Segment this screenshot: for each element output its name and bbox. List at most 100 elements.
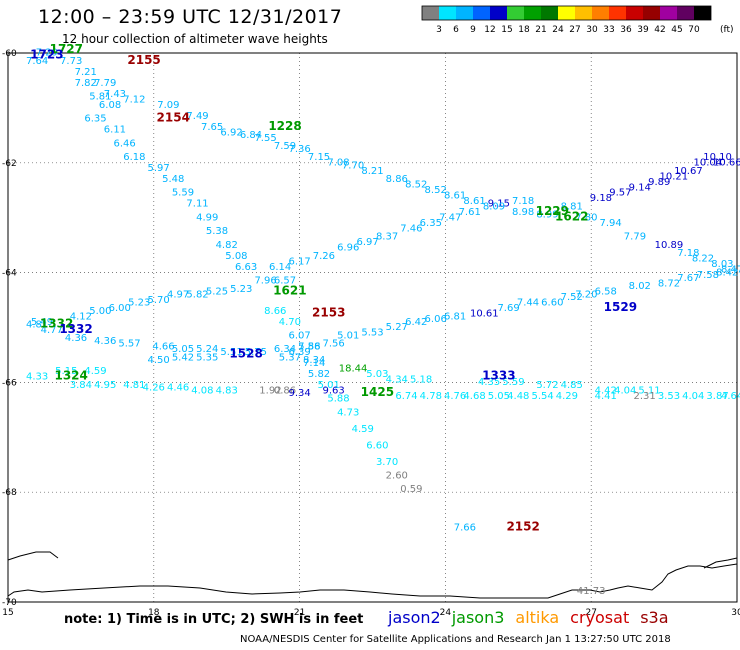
pass-id-label: 1622 (555, 209, 588, 223)
wave-height-label: 5.82 (308, 369, 330, 380)
wave-height-label: 7.18 (677, 248, 699, 259)
wave-height-label: 4.68 (463, 391, 485, 402)
wave-height-label: 5.01 (318, 380, 340, 391)
wave-height-label: 6.34 (274, 344, 296, 355)
wave-height-label: 7.18 (512, 196, 534, 207)
wave-height-label: 6.07 (288, 330, 310, 341)
wave-height-label: 4.59 (84, 366, 106, 377)
wave-height-label: 7.56 (322, 339, 344, 350)
pass-id-label: 2154 (157, 111, 190, 125)
wave-height-label: 4.97 (167, 289, 189, 300)
wave-height-label: 4.04 (682, 391, 704, 402)
wave-height-label: 6.84 (240, 130, 262, 141)
wave-height-label: 6.18 (123, 152, 145, 163)
wave-height-label: 4.64 (721, 391, 740, 402)
coastline-segment (703, 557, 738, 569)
wave-height-label: 6.42 (405, 317, 427, 328)
wave-height-label: 10.89 (655, 240, 684, 251)
wave-height-label: 10.10 (703, 152, 732, 163)
pass-id-label: 1332 (59, 322, 92, 336)
wave-height-label: 3.84 (70, 380, 92, 391)
colorbar-tick-label: 15 (501, 25, 512, 35)
wave-height-label: 4.04 (614, 385, 636, 396)
wave-height-label: 5.53 (361, 328, 383, 339)
wave-height-label: 4.81 (26, 320, 48, 331)
satellite-legend: jason2 jason3 altika cryosat s3a (388, 608, 680, 627)
wave-height-label: 5.00 (89, 306, 111, 317)
wave-height-label: 5.37 (279, 352, 301, 363)
wave-height-label: 8.99 (536, 210, 558, 221)
wave-height-label: 8.66 (264, 306, 286, 317)
wave-height-label: 7.49 (186, 111, 208, 122)
wave-height-label: 4.77 (41, 325, 63, 336)
wave-height-label: 8.98 (512, 207, 534, 218)
colorbar-swatch (660, 6, 677, 20)
legend-cryosat: cryosat (570, 608, 630, 627)
wave-height-label: 4.85 (561, 380, 583, 391)
wave-height-label: 3.70 (376, 457, 398, 468)
colorbar-tick-label: 45 (671, 25, 682, 35)
wave-height-label: 5.54 (531, 391, 553, 402)
wave-height-label: 9.34 (288, 388, 310, 399)
wave-height-label: 10.67 (674, 166, 703, 177)
wave-height-label: 9.63 (322, 385, 344, 396)
wave-height-label: 5.42 (172, 352, 194, 363)
wave-height-label: 4.12 (70, 311, 92, 322)
wave-height-label: 4.50 (148, 355, 170, 366)
wave-height-label: 7.44 (517, 298, 539, 309)
wave-height-label: 9.89 (648, 177, 670, 188)
y-tick-label: -66 (2, 378, 17, 388)
wave-height-label: 6.39 (288, 347, 310, 358)
wave-height-label: 7.36 (288, 144, 310, 155)
colorbar-swatch (490, 6, 507, 20)
wave-height-label: 7.65 (201, 122, 223, 133)
wave-height-label: 5.27 (386, 322, 408, 333)
wave-height-label: 7.14 (303, 358, 325, 369)
coastline (7, 563, 738, 599)
wave-height-label: 8.52 (405, 180, 427, 191)
wave-height-label: 5.05 (172, 344, 194, 355)
colorbar-tick-label: 36 (620, 25, 632, 35)
wave-height-label: 5.59 (172, 188, 194, 199)
wave-height-label: 8.03 (711, 259, 733, 270)
wave-height-label: 5.35 (196, 352, 218, 363)
colorbar-swatch (439, 6, 456, 20)
colorbar-tick-label: 24 (552, 25, 564, 35)
colorbar-swatch (422, 6, 439, 20)
wave-height-label: 10.04 (694, 158, 723, 169)
legend-jason3: jason3 (451, 608, 505, 627)
wave-height-label: 5.97 (148, 163, 170, 174)
wave-height-label: 5.38 (206, 226, 228, 237)
wave-height-label: 5.59 (502, 377, 524, 388)
colorbar-swatch (558, 6, 575, 20)
pass-id-label: 1529 (604, 300, 637, 314)
legend-altika: altika (515, 608, 560, 627)
colorbar-tick-label: 9 (470, 25, 476, 35)
wave-height-label: 6.81 (444, 311, 466, 322)
wave-height-label: 5.05 (488, 391, 510, 402)
wave-height-label: 9.18 (590, 193, 612, 204)
wave-height-label: 6.97 (357, 237, 379, 248)
wave-height-label: 5.01 (337, 330, 359, 341)
wave-height-label: 7.55 (254, 133, 276, 144)
wave-height-label: 4.36 (65, 333, 87, 344)
wave-height-label: 4.26 (143, 383, 165, 394)
wave-height-label: 4.81 (123, 380, 145, 391)
wave-height-label: 7.80 (575, 212, 597, 223)
wave-height-label: 5.18 (410, 374, 432, 385)
wave-height-label: 9.15 (488, 199, 510, 210)
colorbar-swatch (694, 6, 711, 20)
colorbar-tick-label: 33 (603, 25, 614, 35)
wave-height-label: 6.92 (220, 127, 242, 138)
wave-height-label: 6.06 (425, 314, 447, 325)
colorbar-unit: (ft) (720, 25, 734, 35)
wave-height-label: 4.73 (337, 407, 359, 418)
colorbar-swatch (575, 6, 592, 20)
wave-height-label: 8.86 (386, 174, 408, 185)
colorbar-tick-label: 6 (453, 25, 459, 35)
wave-height-label: 5.24 (196, 344, 218, 355)
wave-height-label: 6.60 (541, 298, 563, 309)
pass-id-label: 2153 (312, 306, 345, 320)
pass-id-label: 1425 (361, 385, 394, 399)
wave-height-label: 8.72 (658, 278, 680, 289)
